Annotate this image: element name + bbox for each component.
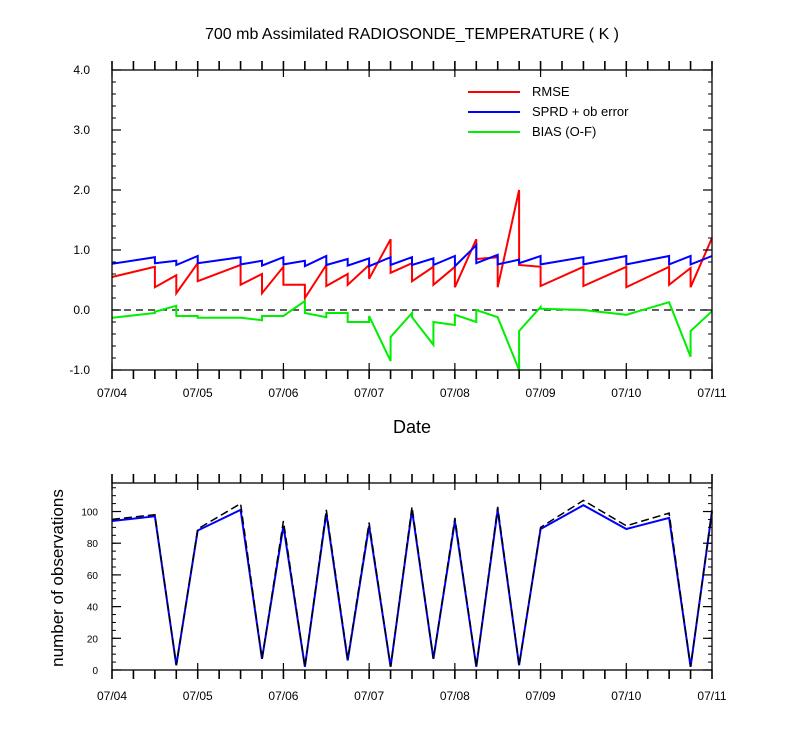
y-tick-label: 20 — [87, 634, 99, 645]
x-tick-label: 07/08 — [440, 689, 470, 703]
top-series-group — [111, 189, 713, 371]
x-tick-label: 07/08 — [440, 386, 470, 400]
x-tick-label: 07/09 — [526, 689, 556, 703]
series-sprd-ob-error — [111, 242, 713, 269]
y-tick-label: 4.0 — [73, 63, 90, 77]
x-tick-label: 07/05 — [183, 689, 213, 703]
y-tick-label: 0.0 — [73, 303, 90, 317]
x-tick-label: 07/11 — [697, 689, 726, 703]
series-bias-o-f — [111, 299, 713, 371]
chart-title: 700 mb Assimilated RADIOSONDE_TEMPERATUR… — [205, 26, 619, 43]
y-tick-label: 60 — [87, 571, 99, 582]
series-rmse — [111, 189, 713, 302]
y-tick-label: -1.0 — [69, 363, 90, 377]
x-tick-label: 07/07 — [354, 689, 384, 703]
legend-label-sprd-ob-error: SPRD + ob error — [532, 104, 629, 119]
x-tick-label: 07/09 — [526, 386, 556, 400]
y-tick-label: 40 — [87, 603, 99, 614]
top-plot-panel: 07/04 07/05 07/06 07/07 07/08 07/09 07/10 07/11… — [69, 61, 727, 400]
series-total-observations — [111, 499, 713, 667]
x-tick-label: 07/11 — [697, 386, 726, 400]
x-tick-label: 07/10 — [611, 689, 641, 703]
x-tick-label: 07/05 — [183, 386, 213, 400]
y-tick-label: 100 — [81, 508, 98, 519]
bottom-ticks-group: 07/04 07/05 07/06 07/07 07/08 07/09 07/10 07/11… — [81, 474, 727, 703]
legend-label-rmse: RMSE — [532, 84, 570, 99]
y-tick-label: 80 — [87, 539, 99, 550]
x-axis-title: Date — [393, 417, 431, 437]
legend: RMSE SPRD + ob error BIAS (O-F) — [468, 84, 629, 139]
series-assimilated-observations — [111, 504, 713, 667]
y-tick-label: 0 — [92, 666, 98, 677]
y-tick-label: 2.0 — [73, 183, 90, 197]
x-tick-label: 07/10 — [611, 386, 641, 400]
x-tick-label: 07/04 — [97, 386, 127, 400]
x-tick-label: 07/07 — [354, 386, 384, 400]
y-axis-title-observations: number of observations — [48, 489, 67, 667]
x-tick-label: 07/06 — [268, 689, 298, 703]
x-tick-label: 07/04 — [97, 689, 127, 703]
bottom-plot-panel: 07/04 07/05 07/06 07/07 07/08 07/09 07/10 07/11… — [81, 474, 727, 703]
top-ticks-group: 07/04 07/05 07/06 07/07 07/08 07/09 07/10 07/11… — [69, 61, 727, 400]
x-tick-label: 07/06 — [268, 386, 298, 400]
legend-label-bias-o-f: BIAS (O-F) — [532, 124, 596, 139]
y-tick-label: 1.0 — [73, 243, 90, 257]
bottom-series-group — [111, 499, 713, 667]
y-tick-label: 3.0 — [73, 123, 90, 137]
